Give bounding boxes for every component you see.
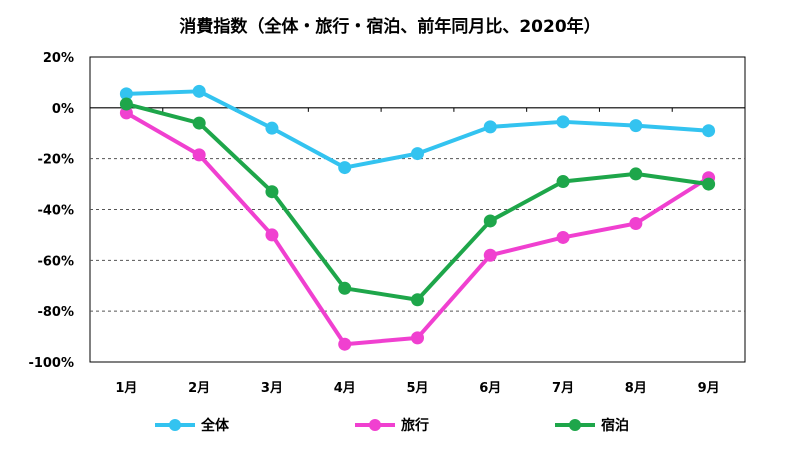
x-tick-label: 4月 xyxy=(334,381,356,396)
x-tick-label: 3月 xyxy=(261,381,283,396)
x-axis-ticks: 1月 2月 3月 4月 5月 6月 7月 8月 9月 xyxy=(89,107,746,396)
data-point xyxy=(192,84,206,98)
y-tick-label: -60% xyxy=(37,254,74,269)
data-point xyxy=(192,116,206,130)
data-point xyxy=(338,337,352,351)
data-point xyxy=(411,293,424,307)
y-tick-label: -80% xyxy=(37,305,74,320)
series-2 xyxy=(119,106,716,351)
data-point xyxy=(556,230,570,244)
data-point xyxy=(629,167,643,181)
x-tick-label: 1月 xyxy=(115,381,137,396)
legend-item-1: 全体 xyxy=(155,417,230,434)
legend-swatch-marker xyxy=(369,419,381,431)
data-point xyxy=(338,281,352,295)
series-group xyxy=(119,84,716,351)
data-point xyxy=(702,124,716,138)
y-tick-label: 20% xyxy=(43,51,74,66)
data-point xyxy=(483,214,497,228)
legend-label: 宿泊 xyxy=(601,417,629,434)
plot-area xyxy=(89,56,746,363)
data-point xyxy=(629,216,643,230)
data-point xyxy=(483,120,497,134)
x-tick-label: 6月 xyxy=(479,381,501,396)
data-point xyxy=(556,115,570,129)
legend: 全体 旅行 宿泊 xyxy=(155,417,629,434)
y-tick-label: -20% xyxy=(37,153,74,168)
data-point xyxy=(411,331,424,345)
y-tick-label: -100% xyxy=(28,356,74,371)
legend-swatch-marker xyxy=(569,419,581,431)
y-tick-label: 0% xyxy=(52,102,74,117)
y-axis-ticks: 20% 0% -20% -40% -60% -80% -100% xyxy=(28,51,74,371)
x-tick-label: 5月 xyxy=(406,381,428,396)
data-point xyxy=(119,87,133,101)
data-point xyxy=(265,228,279,242)
legend-label: 全体 xyxy=(200,417,230,434)
data-point xyxy=(483,248,497,262)
data-point xyxy=(556,175,570,189)
x-tick-label: 7月 xyxy=(552,381,574,396)
series-3 xyxy=(119,97,716,307)
series-1 xyxy=(119,84,716,175)
data-point xyxy=(119,97,133,111)
data-point xyxy=(265,185,279,199)
x-tick-label: 2月 xyxy=(188,381,210,396)
data-point xyxy=(265,121,279,135)
legend-item-2: 旅行 xyxy=(355,417,429,434)
y-tick-label: -40% xyxy=(37,204,74,219)
data-point xyxy=(119,106,133,120)
x-tick-label: 9月 xyxy=(698,381,720,396)
series-line xyxy=(125,102,709,302)
x-tick-label: 8月 xyxy=(625,381,647,396)
data-point xyxy=(338,161,352,175)
data-point xyxy=(702,177,716,191)
legend-swatch-marker xyxy=(169,419,181,431)
legend-label: 旅行 xyxy=(401,417,429,434)
data-point xyxy=(411,147,424,161)
chart-title: 消費指数（全体・旅行・宿泊、前年同月比、2020年） xyxy=(179,16,600,37)
data-point xyxy=(192,148,206,162)
data-point xyxy=(629,119,643,133)
legend-item-3: 宿泊 xyxy=(555,417,629,434)
